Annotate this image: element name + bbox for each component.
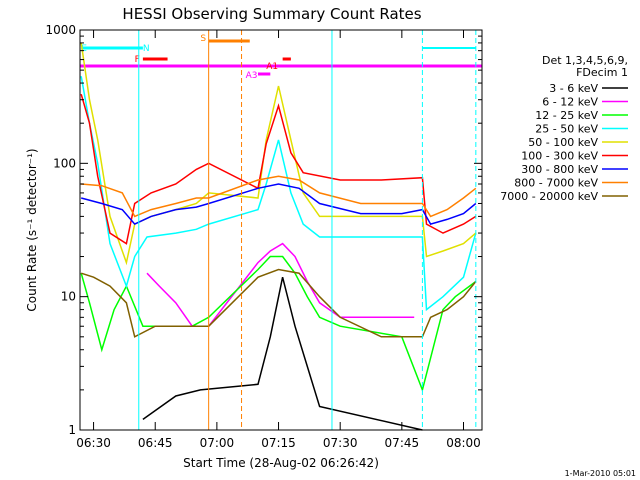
y-axis-label: Count Rate (s⁻¹ detector⁻¹) [25, 148, 39, 311]
legend-header: Det 1,3,4,5,6,9, [542, 54, 628, 67]
legend-entry: 25 - 50 keV [535, 123, 598, 136]
footer-date: 1-Mar-2010 05:01 [565, 469, 636, 478]
y-tick-label: 1 [68, 423, 76, 437]
y-tick-label: 100 [53, 156, 76, 170]
plot-frame [79, 29, 483, 431]
y-axis: 1 10 100 1000 [45, 23, 482, 437]
legend-entry: 100 - 300 keV [521, 150, 598, 163]
series-line [81, 175, 477, 218]
series-line [80, 93, 477, 245]
flag-label: N [143, 44, 150, 54]
series-line [80, 76, 477, 312]
legend-entry: 7000 - 20000 keV [500, 190, 598, 203]
series-line [80, 42, 477, 266]
y-tick-label: 1000 [45, 23, 76, 37]
chart-title: HESSI Observing Summary Count Rates [122, 5, 421, 23]
series-line [142, 277, 423, 431]
x-axis: 06:30 06:45 07:00 07:15 07:30 07:45 08:00 [76, 30, 481, 450]
x-tick-label: 07:15 [261, 436, 296, 450]
x-tick-label: 07:30 [323, 436, 358, 450]
x-tick-label: 07:45 [385, 436, 420, 450]
x-tick-label: 06:45 [138, 436, 173, 450]
legend-entry: 6 - 12 keV [542, 96, 598, 109]
x-tick-label: 06:30 [76, 436, 111, 450]
series-line [80, 268, 477, 338]
y-tick-label: 10 [61, 290, 76, 304]
flag-label: A3 [246, 71, 258, 81]
x-axis-label: Start Time (28-Aug-02 06:26:42) [183, 456, 379, 470]
legend-entry: 3 - 6 keV [549, 82, 598, 95]
flag-label: F [135, 55, 140, 65]
series-lines [80, 42, 477, 431]
x-tick-label: 08:00 [446, 436, 481, 450]
flag-label: A1 [266, 62, 278, 72]
series-line [81, 183, 477, 226]
flag-label: E [81, 44, 87, 54]
legend-entry: 12 - 25 keV [535, 109, 598, 122]
event-markers [138, 30, 477, 430]
legend-entry: 800 - 7000 keV [514, 177, 598, 190]
legend-header: FDecim 1 [576, 66, 628, 79]
legend-entry: 50 - 100 keV [528, 136, 598, 149]
legend-entry: 300 - 800 keV [521, 163, 598, 176]
flag-bars: E NF S A1 A3 [80, 34, 482, 81]
x-tick-label: 07:00 [200, 436, 235, 450]
series-line [80, 255, 477, 393]
flag-label: S [200, 34, 206, 44]
